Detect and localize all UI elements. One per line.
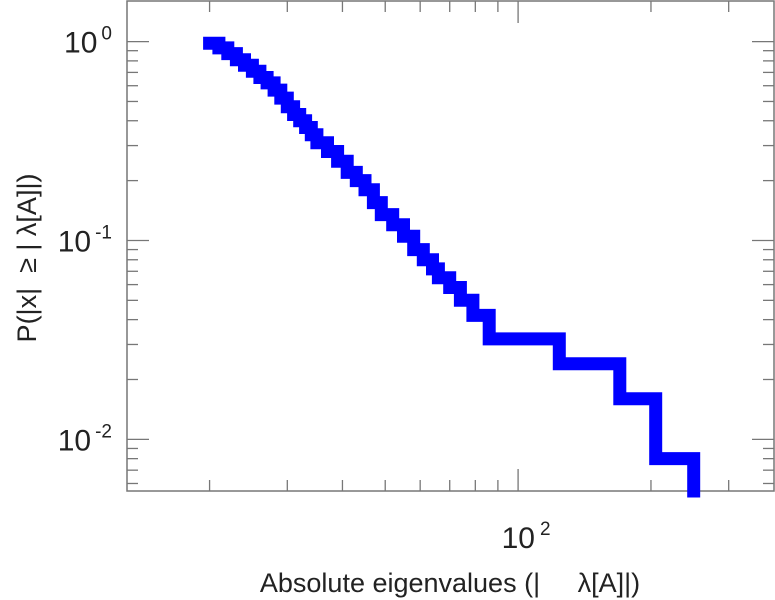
series <box>203 36 701 498</box>
y-tick-label: 10 0 <box>64 24 112 60</box>
plot-frame <box>126 0 775 492</box>
y-tick-label: 10 -1 <box>58 222 112 258</box>
ticks <box>127 1 774 491</box>
series-line <box>203 36 701 498</box>
x-axis-label: Absolute eigenvalues (| λ[A]|) <box>260 568 640 598</box>
tick-labels: 10 0 10 -1 10 -2 10 2 <box>58 24 551 555</box>
y-tick-label: 10 -2 <box>58 421 112 457</box>
x-tick-label: 10 2 <box>502 519 551 555</box>
y-axis-label: P(|x| ≥ | λ[A]|) <box>12 174 42 343</box>
